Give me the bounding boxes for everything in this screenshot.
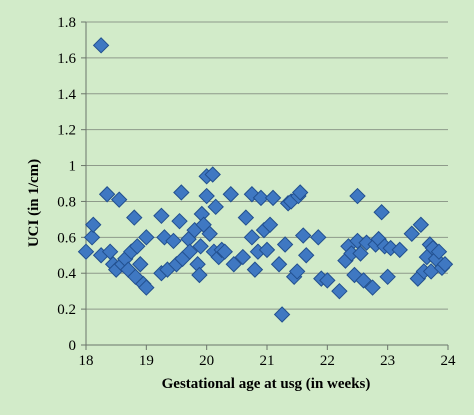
data-point [403, 225, 421, 242]
data-point [110, 191, 128, 208]
x-tick-labels: 18 19 20 21 22 23 24 [79, 353, 457, 369]
y-tick-label: 1.4 [57, 87, 76, 103]
data-point [246, 261, 264, 278]
data-point [225, 256, 243, 273]
data-point [273, 306, 291, 323]
data-point [258, 241, 276, 259]
x-tick-label: 23 [380, 353, 395, 369]
data-point [294, 227, 312, 244]
x-tick-label: 21 [260, 353, 275, 369]
data-points [77, 37, 454, 323]
data-point [243, 229, 261, 246]
data-point [298, 247, 315, 264]
data-point [291, 184, 309, 201]
data-point [77, 243, 95, 260]
data-point [181, 243, 198, 260]
data-point [412, 216, 430, 233]
data-point [92, 37, 110, 54]
data-point [349, 187, 366, 205]
x-axis-title: Gestational age at usg (in weeks) [162, 376, 371, 392]
data-point [237, 209, 255, 226]
y-tick-label: 0.4 [57, 266, 76, 282]
axes [81, 21, 449, 350]
y-tick-label: 1 [69, 159, 77, 175]
data-point [270, 256, 288, 273]
data-point [83, 229, 101, 246]
data-point [165, 232, 182, 250]
data-point [207, 198, 224, 216]
data-point [373, 204, 390, 221]
x-tick-label: 24 [441, 353, 457, 369]
data-point [436, 256, 454, 273]
y-axis-title: UCI (in 1/cm) [26, 159, 42, 247]
data-point [222, 186, 240, 203]
data-point [319, 272, 336, 289]
data-point [201, 225, 218, 242]
y-tick-label: 0.8 [57, 194, 76, 210]
data-point [204, 166, 221, 183]
data-point [138, 279, 155, 296]
x-tick-label: 18 [79, 353, 94, 369]
data-point [276, 236, 294, 253]
data-point [261, 216, 279, 233]
x-tick-label: 22 [320, 353, 335, 369]
data-point [129, 238, 146, 255]
data-point [173, 184, 190, 201]
data-point [430, 243, 448, 260]
data-point [192, 238, 209, 255]
y-tick-labels: 0 0.2 0.4 0.6 0.8 1 1.2 1.4 1.6 1.8 [57, 15, 76, 354]
data-point [288, 263, 306, 280]
y-tick-label: 1.2 [57, 123, 76, 139]
data-point [153, 207, 170, 225]
data-point [379, 268, 396, 286]
data-point [85, 216, 102, 233]
data-point [355, 272, 372, 289]
y-tick-label: 1.6 [57, 51, 76, 67]
y-tick-label: 0.2 [57, 302, 76, 318]
data-point [243, 186, 261, 203]
data-point [331, 282, 348, 300]
data-point [98, 186, 116, 203]
data-point [198, 187, 215, 205]
data-point [364, 279, 381, 296]
y-tick-label: 0.6 [57, 230, 76, 246]
y-tick-label: 0 [69, 338, 77, 354]
data-point [234, 248, 252, 266]
data-point [216, 243, 233, 260]
x-tick-label: 19 [139, 353, 154, 369]
data-point [171, 212, 188, 230]
data-point [126, 209, 143, 226]
data-point [310, 229, 327, 246]
data-point [191, 266, 208, 284]
data-point [391, 241, 408, 259]
data-point [132, 256, 149, 273]
data-point [252, 189, 270, 207]
y-tick-label: 1.8 [57, 15, 76, 31]
x-tick-label: 20 [199, 353, 214, 369]
data-point [138, 229, 155, 246]
data-point [264, 189, 282, 207]
data-point [352, 245, 369, 262]
